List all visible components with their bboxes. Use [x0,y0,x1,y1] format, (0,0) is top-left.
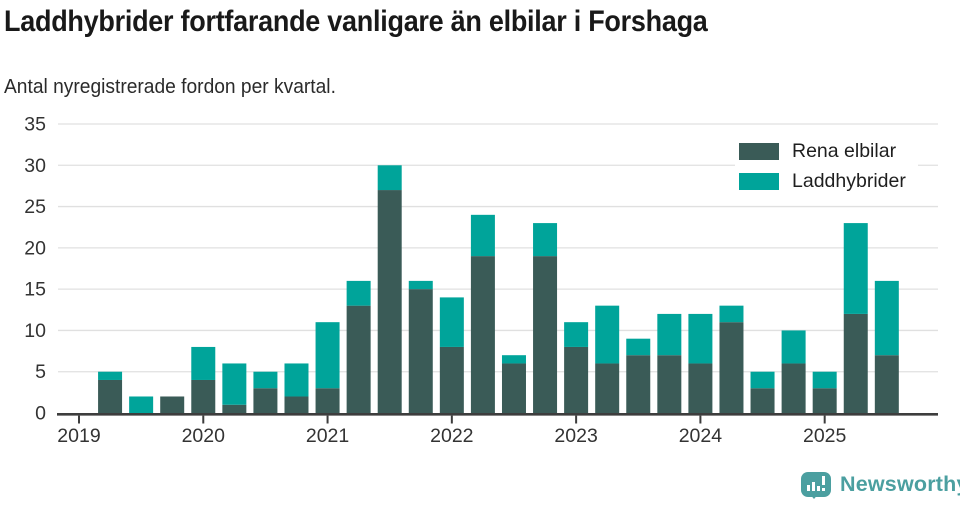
x-tick-label: 2022 [430,425,473,447]
bar-segment [533,256,558,413]
bar-segment [843,223,868,314]
bar-segment [657,355,682,413]
bar-segment [253,371,278,389]
bar-segment [750,388,775,413]
x-tick-label: 2019 [57,425,100,447]
bar-segment [688,363,713,413]
bar-segment [377,190,402,413]
bar-segment [377,165,402,191]
bar-segment [501,355,526,364]
legend-item: Laddhybrider [739,170,906,193]
x-tick-label: 2023 [554,425,597,447]
bar-segment [812,388,837,413]
bar-segment [129,396,154,413]
bar-segment [719,322,744,413]
bar-segment [595,363,620,413]
y-tick-label: 25 [24,196,46,218]
bar-segment [595,305,620,364]
y-tick-label: 0 [35,403,46,425]
bar-segment [222,404,247,413]
legend-item: Rena elbilar [739,140,906,163]
x-tick-label: 2021 [306,425,349,447]
y-tick-label: 30 [24,155,46,177]
bar-segment [470,214,495,257]
bar-segment [253,388,278,413]
bar-segment [564,346,589,413]
bar-segment [781,330,806,364]
y-tick-label: 20 [24,237,46,259]
bar-segment [688,313,713,364]
bar-segment [408,289,433,413]
newsworthy-logo-icon [801,472,831,499]
bar-segment [533,223,558,257]
bar-segment [564,322,589,347]
x-tick-label: 2020 [182,425,226,447]
bar-segment [346,305,371,413]
bar-segment [812,371,837,389]
bar-segment [750,371,775,389]
bar-segment [222,363,247,405]
bar-segment [284,396,309,413]
bar-segment [719,305,744,323]
x-tick-label: 2024 [679,425,723,447]
bar-segment [191,346,216,380]
bar-segment [315,322,340,389]
x-tick-label: 2025 [803,425,847,447]
legend-label: Laddhybrider [792,170,906,192]
bar-segment [843,313,868,413]
bar-segment [284,363,309,397]
bar-segment [315,388,340,413]
legend-swatch [739,173,779,190]
bar-segment [191,379,216,413]
bar-segment [439,297,464,347]
page-title: Laddhybrider fortfarande vanligare än el… [4,5,708,38]
bar-segment [160,396,185,413]
brand-wordmark: Newsworthy [840,472,960,496]
bar-segment [626,338,651,356]
page-subtitle: Antal nyregistrerade fordon per kvartal. [4,76,336,98]
bar-segment [501,363,526,413]
chart-legend: Rena elbilar Laddhybrider [735,136,918,199]
bar-segment [874,280,899,356]
bar-segment [408,280,433,290]
y-tick-label: 35 [24,114,46,136]
bar-segment [657,313,682,356]
bar-segment [98,379,123,413]
legend-swatch [739,143,779,160]
newsworthy-brand-link[interactable]: Newsworthy [801,472,960,499]
y-tick-label: 10 [24,320,46,342]
legend-label: Rena elbilar [792,140,897,162]
y-tick-label: 15 [24,279,46,301]
bar-segment [781,363,806,413]
bar-segment [470,256,495,413]
y-tick-label: 5 [35,361,46,383]
bar-segment [439,346,464,413]
bar-segment [346,280,371,306]
bar-segment [626,355,651,413]
bar-segment [98,371,123,380]
bar-segment [874,355,899,413]
